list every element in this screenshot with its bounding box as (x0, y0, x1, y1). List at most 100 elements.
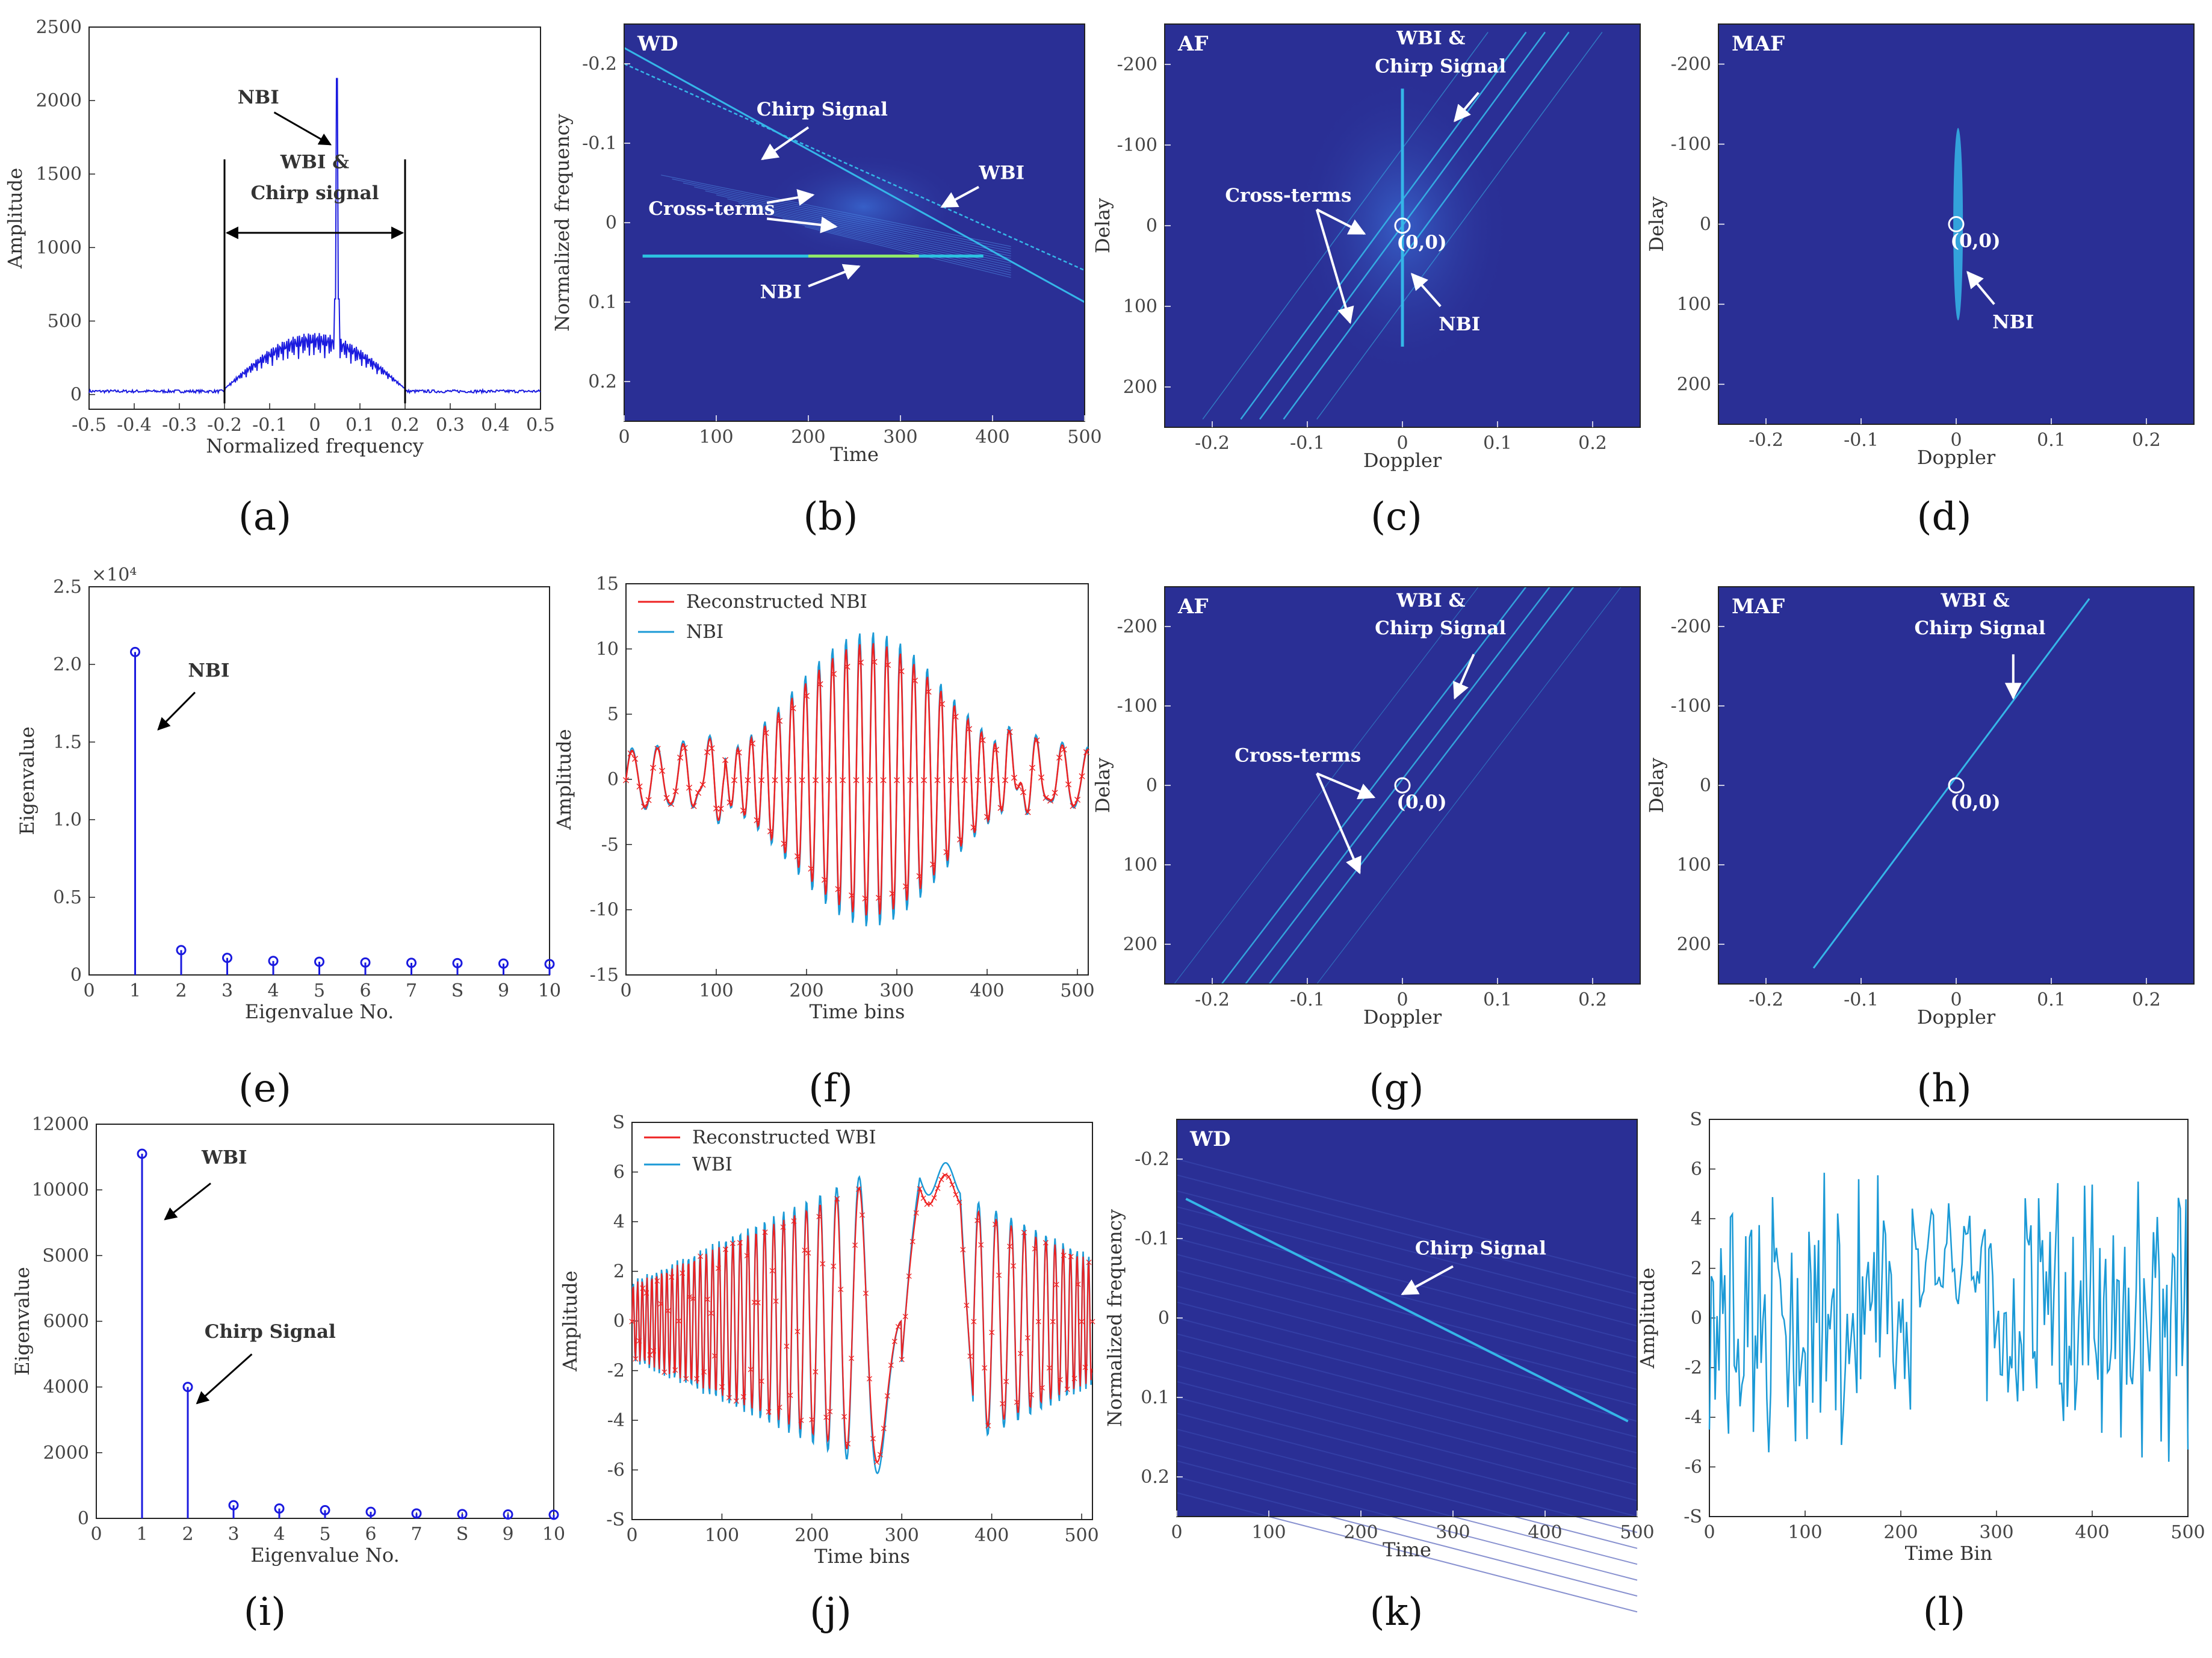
cross-term-line (694, 187, 1011, 255)
reconstructed-marker: × (897, 665, 906, 678)
cross-term-cloud (761, 152, 966, 261)
reconstructed-marker: × (1067, 1251, 1074, 1262)
annotation-cross-terms: Cross-terms (1225, 185, 1351, 206)
reconstructed-marker: × (825, 774, 834, 787)
stem-marker (274, 1503, 285, 1514)
background-streak (1176, 1285, 1638, 1406)
reconstructed-marker: × (718, 1381, 726, 1392)
reconstructed-marker: × (964, 723, 973, 735)
x-tick-label: -0.3 (162, 415, 197, 436)
ambiguity-line (1202, 31, 1489, 420)
reconstructed-marker: × (657, 1298, 665, 1309)
reconstructed-marker: × (751, 1296, 758, 1308)
reconstructed-marker: × (880, 1423, 888, 1434)
reconstructed-marker: × (1077, 770, 1086, 783)
y-tick-label: 12000 (32, 1114, 89, 1135)
annotation-arrow-cross-2 (766, 216, 838, 234)
annotation-arrow-cross-1 (766, 189, 815, 206)
reconstructed-marker: × (826, 1405, 834, 1417)
reconstructed-marker: × (915, 1183, 923, 1195)
reconstructed-marker: × (844, 1438, 852, 1449)
y-tick-label: -S (1684, 1506, 1702, 1527)
x-tick-label: 100 (705, 1525, 739, 1546)
x-tick-label: S (456, 1524, 469, 1545)
background-streak (1176, 1238, 1638, 1358)
reconstructed-marker: × (748, 737, 757, 750)
x-tick-label: -0.1 (1844, 430, 1879, 451)
y-tick-label: -200 (1671, 54, 1711, 75)
reconstructed-marker: × (888, 888, 897, 900)
reconstructed-marker: × (855, 1183, 863, 1195)
x-tick-label: 2 (175, 980, 187, 1001)
nbi-streak (1953, 128, 1963, 321)
panel-caption: (a) (238, 495, 291, 539)
reconstructed-marker: × (852, 774, 861, 787)
reconstructed-marker: × (653, 1275, 661, 1286)
y-tick-label: -0.1 (582, 133, 617, 154)
reconstructed-marker: × (807, 862, 816, 875)
reconstructed-marker: × (906, 774, 915, 787)
y-tick-label: 6 (613, 1162, 625, 1183)
reconstructed-marker: × (702, 746, 711, 759)
x-tick-label: 1 (136, 1524, 147, 1545)
reconstructed-marker: × (902, 1311, 909, 1322)
y-tick-label: 0.2 (588, 371, 617, 392)
reconstructed-marker: × (680, 741, 689, 754)
x-tick-label: 0 (90, 1524, 102, 1545)
reconstructed-marker: × (866, 1373, 873, 1384)
y-tick-label: 1000 (36, 237, 82, 258)
y-axis-label: Amplitude (559, 1270, 581, 1372)
reconstructed-marker: × (930, 1192, 938, 1203)
map-type-label: WD (1189, 1127, 1231, 1151)
panel-caption: (b) (804, 495, 858, 539)
y-tick-label: 10 (596, 639, 619, 660)
x-axis-label: Eigenvalue No. (250, 1544, 400, 1567)
reconstructed-marker: × (1023, 806, 1032, 818)
reconstructed-marker: × (757, 1375, 765, 1387)
reconstructed-marker: × (969, 821, 978, 834)
y-tick-label: 6000 (43, 1311, 89, 1332)
background-streak (1176, 1444, 1638, 1565)
y-tick-label: 0 (1146, 775, 1157, 796)
background-streak (1176, 1254, 1638, 1375)
reconstructed-marker: × (1000, 774, 1009, 787)
background-streak (1176, 1269, 1638, 1390)
x-tick-label: 6 (359, 980, 371, 1001)
reconstructed-marker: × (1056, 1373, 1064, 1385)
reconstructed-marker: × (1024, 1332, 1032, 1343)
reconstructed-marker: × (739, 805, 748, 817)
reconstructed-marker: × (775, 1402, 783, 1413)
stem-marker (268, 956, 279, 967)
map-background (1177, 1119, 1637, 1517)
origin-marker (1948, 216, 1965, 232)
map-type-label: AF (1177, 595, 1209, 619)
panel-e: 0 1 2 3 4 5 6 7 S 9 10 0 0.5 1.0 1.5 2.0 2.5 Eigenvalue N… (16, 565, 561, 1111)
panel-caption: (c) (1371, 495, 1422, 539)
stem-marker (314, 956, 324, 967)
reconstructed-marker: × (959, 1243, 967, 1255)
reconstructed-marker: × (757, 774, 766, 787)
reconstructed-marker: × (797, 1414, 805, 1426)
reconstructed-marker: × (714, 1263, 722, 1274)
panel-c: WBI & Chirp Signal Cross-terms (0,0) NBI -0.2… (1091, 23, 1641, 539)
cross-term-line (727, 198, 1011, 261)
reconstructed-marker: × (815, 1211, 823, 1222)
x-tick-label: 400 (974, 1525, 1009, 1546)
background-streak (1176, 1301, 1638, 1422)
y-tick-label: -6 (607, 1460, 625, 1481)
x-tick-label: -0.2 (1749, 989, 1783, 1010)
reconstructed-marker: × (630, 753, 639, 766)
annotation-chirp: Chirp Signal (757, 99, 888, 120)
reconstructed-marker: × (736, 1237, 744, 1248)
reconstructed-marker: × (955, 833, 964, 846)
y-tick-label: -4 (1685, 1407, 1702, 1428)
reconstructed-marker: × (1018, 786, 1027, 799)
reconstructed-nbi-line (625, 643, 1089, 916)
reconstructed-marker: × (1020, 1226, 1028, 1238)
reconstructed-marker: × (820, 874, 829, 886)
x-axis-label: Doppler (1917, 1006, 1996, 1029)
stem-marker (452, 957, 463, 968)
x-tick-label: -0.2 (1195, 433, 1230, 454)
reconstructed-marker: × (887, 1359, 895, 1370)
reconstructed-marker: × (722, 1243, 730, 1255)
